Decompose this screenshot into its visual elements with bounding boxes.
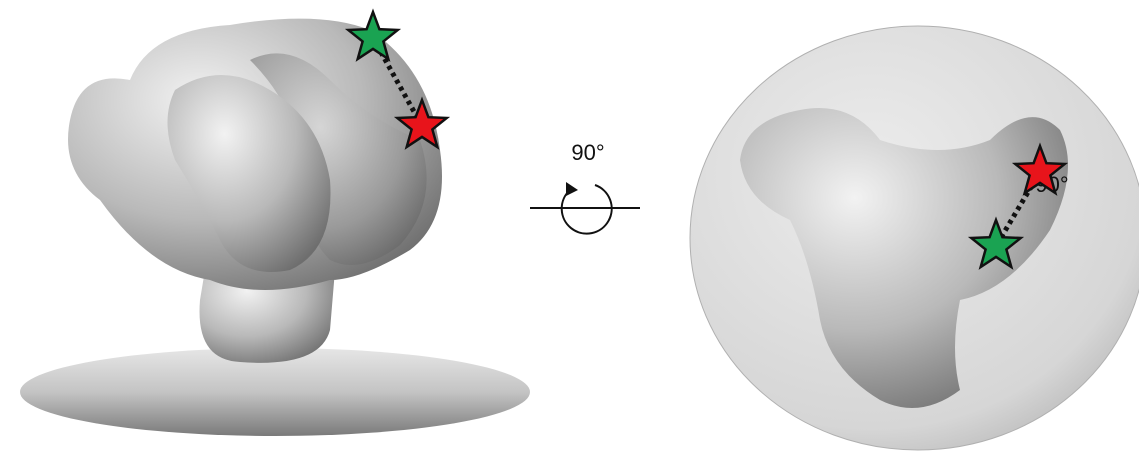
rotation-label: 90° xyxy=(571,140,604,165)
rotation-indicator: 90° xyxy=(530,140,640,234)
side-view-map xyxy=(20,19,530,436)
figure: 90° 90° xyxy=(0,0,1139,458)
rotation-arrowhead xyxy=(566,182,578,196)
top-view-map: 90° xyxy=(690,26,1139,450)
